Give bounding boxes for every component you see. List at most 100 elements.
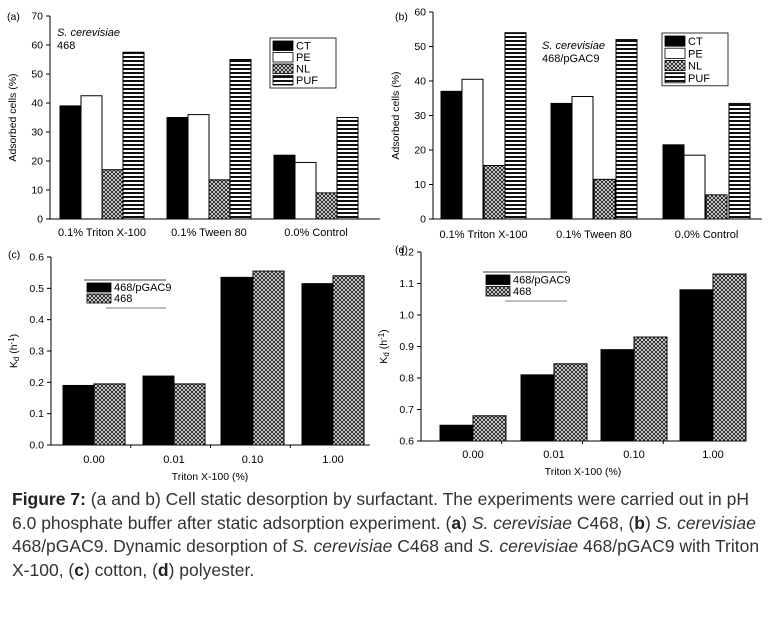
y-tick-label: 60 <box>414 7 426 19</box>
y-tick-label: 40 <box>31 98 43 110</box>
bar-ct <box>550 102 573 220</box>
caption-text: ) cotton, ( <box>83 559 158 580</box>
x-category-label: 0.01 <box>543 449 564 461</box>
y-tick-label: 0.0 <box>29 440 44 452</box>
figure-charts: 0 10 20 30 40 50 60 70 0.1% Triton X-100 0.1% Twe… <box>7 7 762 483</box>
legend-label: CT <box>296 41 311 53</box>
species-annotation: S. cerevisiae <box>57 27 120 39</box>
bar-pe <box>461 78 484 220</box>
legend-swatch <box>272 63 294 74</box>
bar-468 <box>553 363 588 442</box>
caption-ref-a: a <box>451 512 462 533</box>
y-tick-label: 0 <box>37 214 43 226</box>
y-axis-title-part: ) <box>378 329 390 333</box>
y-tick-label: 1.0 <box>399 310 414 322</box>
y-tick-label: 30 <box>31 127 43 139</box>
legend-label: PUF <box>688 73 710 85</box>
y-tick-label: 1.2 <box>399 247 414 259</box>
y-tick-label: 10 <box>414 179 426 191</box>
bar-puf <box>728 102 751 220</box>
bar-468-pgac9 <box>439 424 474 442</box>
x-category-label: 1.00 <box>322 454 343 466</box>
bar-468 <box>472 415 507 442</box>
legend-label: CT <box>688 36 703 48</box>
chart-b: 0 10 20 30 40 50 60 0.1% Triton X-100 0.1% Tween… <box>390 7 762 241</box>
y-tick-label: 40 <box>414 76 426 88</box>
legend-label: 468/pGAC9 <box>513 275 570 287</box>
species-annotation: 468 <box>57 40 75 52</box>
bar-puf <box>336 117 359 220</box>
caption-text: C468, ( <box>572 512 635 533</box>
bar-468-pgac9 <box>520 374 555 442</box>
bar-468-pgac9 <box>301 283 334 446</box>
y-tick-label: 30 <box>414 110 426 122</box>
bar-468-pgac9 <box>142 375 175 446</box>
caption-species: S. cerevisiae <box>477 536 579 556</box>
y-tick-label: 20 <box>414 145 426 157</box>
bar-pe <box>187 114 210 220</box>
y-tick-label: 10 <box>31 185 43 197</box>
x-axis-title: Triton X-100 (%) <box>172 471 249 483</box>
x-category-label: 1.00 <box>702 449 723 461</box>
bar-puf <box>504 32 527 220</box>
bar-468 <box>252 270 285 446</box>
legend-swatch <box>86 293 112 304</box>
caption-text: 468/pGAC9. Dynamic desorption of <box>12 536 293 556</box>
y-tick-label: 0.3 <box>29 346 44 358</box>
legend-label: PUF <box>296 75 318 87</box>
panel-label: (d) <box>395 244 408 256</box>
x-category-label: 0.00 <box>83 454 104 466</box>
bar-468-pgac9 <box>600 349 635 442</box>
x-category-label: 0.01 <box>163 454 184 466</box>
caption-figure-label: Figure 7: <box>12 489 86 509</box>
bar-puf <box>229 59 252 220</box>
bar-468-pgac9 <box>220 276 253 446</box>
y-axis-title-part: (h <box>8 344 20 356</box>
bar-pe <box>571 96 594 220</box>
caption-species: S. cerevisiae <box>655 512 756 533</box>
x-category-label: 0.0% Control <box>284 227 348 239</box>
y-tick-label: 0.8 <box>399 373 414 385</box>
y-axis-title-part: K <box>8 361 20 368</box>
legend-label: 468 <box>114 293 132 305</box>
bar-nl <box>593 178 616 220</box>
x-category-label: 0.1% Tween 80 <box>556 229 632 241</box>
caption-ref-d: d <box>157 559 169 580</box>
caption-text: ) <box>644 512 656 533</box>
bar-468-pgac9 <box>62 384 95 446</box>
figure-caption: Figure 7: (a and b) Cell static desorpti… <box>12 488 764 582</box>
bar-468-pgac9 <box>679 289 714 442</box>
y-axis-title-part: d <box>12 357 21 361</box>
panel-label: (a) <box>7 11 20 23</box>
bar-468 <box>633 336 668 442</box>
bar-pe <box>80 95 103 220</box>
bar-puf <box>122 51 145 220</box>
legend-label: PE <box>688 48 703 60</box>
y-axis-title: Adsorbed cells (%) <box>7 73 19 161</box>
caption-text: ) polyester. <box>168 559 255 580</box>
caption-ref-b: b <box>634 512 645 533</box>
species-annotation: S. cerevisiae <box>542 40 605 52</box>
legend-swatch <box>272 40 294 51</box>
caption-ref-c: c <box>74 559 84 580</box>
chart-a: 0 10 20 30 40 50 60 70 0.1% Triton X-100 0.1% Twe… <box>7 11 380 239</box>
y-tick-label: 60 <box>31 40 43 52</box>
caption-text: C468 and <box>392 536 478 556</box>
bar-468 <box>173 383 206 446</box>
x-category-label: 0.1% Triton X-100 <box>58 227 146 239</box>
caption-species: S. cerevisiae <box>292 536 393 556</box>
bar-468 <box>712 273 747 442</box>
legend-swatch <box>664 47 686 59</box>
y-tick-label: 0.4 <box>29 314 44 326</box>
panel-label: (c) <box>8 249 20 261</box>
x-category-label: 0.10 <box>242 454 263 466</box>
y-tick-label: 0.5 <box>29 283 44 295</box>
y-tick-label: 1.1 <box>399 278 414 290</box>
x-axis-title: Triton X-100 (%) <box>545 466 622 478</box>
caption-text: (a and b) Cell static desorption by surf… <box>12 489 749 533</box>
legend-swatch <box>485 274 511 285</box>
y-tick-label: 0.1 <box>29 408 44 420</box>
bar-nl <box>208 179 231 220</box>
